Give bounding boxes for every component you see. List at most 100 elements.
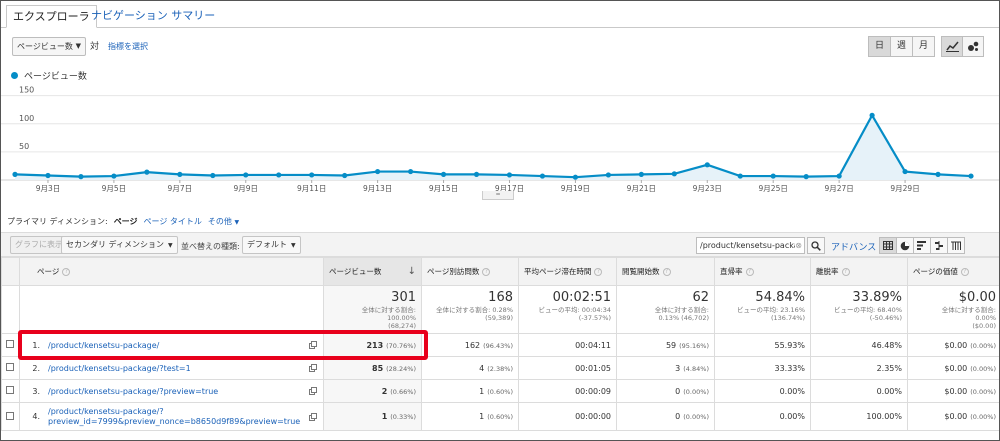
data-point [375, 168, 381, 175]
view-performance-button[interactable] [913, 237, 931, 254]
external-link-icon[interactable] [309, 412, 317, 421]
metric-select[interactable]: ページビュー数 ▼ [12, 37, 86, 56]
external-link-icon[interactable] [309, 387, 317, 395]
x-tick-label: 9月21日 [627, 184, 656, 193]
cell-unique-pageviews: 162 (96.43%) [421, 333, 519, 357]
summary-note: 全体に対する割合: [941, 306, 996, 314]
tab-navigation-summary[interactable]: ナビゲーション サマリー [91, 9, 216, 22]
dimension-other[interactable]: その他 ▼ [208, 216, 239, 227]
cell-percent: (0.00%) [970, 413, 996, 421]
cell-entrances: 0 (0.00%) [616, 379, 715, 403]
help-icon[interactable]: ? [841, 268, 850, 276]
page-link[interactable]: /product/kensetsu-package/ [48, 340, 160, 350]
data-point [539, 173, 546, 179]
header-bounce-rate[interactable]: 直帰率? [714, 257, 811, 286]
cell-value: 162 [464, 340, 481, 350]
summary-bounce-rate: 54.84% ビューの平均: 23.16% (136.74%) [714, 285, 811, 334]
advanced-filter-link[interactable]: アドバンス [831, 243, 877, 253]
clear-icon[interactable]: ⊗ [795, 238, 802, 253]
cell-value: 55.93% [774, 340, 805, 350]
cell-avg-time: 00:00:00 [518, 402, 617, 431]
cell-value: 59 [665, 340, 677, 350]
data-point [407, 168, 414, 175]
data-point [243, 172, 249, 178]
sort-type-select[interactable]: デフォルト ▼ [242, 236, 301, 254]
external-link-icon[interactable] [309, 341, 317, 349]
series-line [14, 113, 972, 179]
data-point [144, 169, 150, 175]
header-entrances[interactable]: 閲覧開始数? [616, 257, 715, 286]
header-unique-pageviews[interactable]: ページ別訪問数? [421, 257, 519, 286]
page-link[interactable]: /product/kensetsu-package/?preview=true [48, 386, 219, 396]
header-avg-time-label: 平均ページ滞在時間 [524, 267, 592, 276]
row-checkbox[interactable] [6, 386, 14, 394]
row-checkbox[interactable] [6, 411, 14, 420]
secondary-dimension-select[interactable]: セカンダリ ディメンション ▼ [61, 236, 178, 254]
cell-page-value: $0.00 (0.00%) [907, 402, 999, 431]
x-tick-label: 9月15日 [429, 184, 458, 193]
header-avg-time[interactable]: 平均ページ滞在時間? [518, 257, 617, 286]
cell-value: 00:01:05 [575, 363, 611, 373]
view-data-button[interactable] [879, 237, 897, 254]
view-percentage-button[interactable] [896, 237, 914, 254]
header-exit-rate[interactable]: 離脱率? [810, 257, 908, 286]
row-checkbox[interactable] [6, 363, 14, 371]
cell-percent: (0.00%) [970, 341, 996, 350]
y-tick-label: 50 [19, 142, 29, 151]
page-link[interactable]: /product/kensetsu-package/?preview_id=79… [48, 406, 301, 426]
period-month-button[interactable]: 月 [912, 36, 935, 57]
cell-value: 46.48% [871, 340, 902, 350]
plot-rows-button[interactable]: グラフに表示 [10, 236, 68, 254]
period-week-button[interactable]: 週 [890, 36, 913, 57]
pie-icon [900, 241, 910, 250]
legend-dot [11, 72, 18, 79]
chart-legend: ページビュー数 [11, 69, 87, 82]
header-page-value-label: ページの価値 [913, 267, 958, 276]
header-pageviews[interactable]: ページビュー数 ↓ [323, 257, 422, 286]
data-point [803, 174, 809, 180]
pick-metric-link[interactable]: 指標を選択 [108, 42, 148, 51]
header-page-value[interactable]: ページの価値? [907, 257, 999, 286]
line-chart-button[interactable] [941, 36, 963, 57]
tab-explorer[interactable]: エクスプローラ [6, 5, 97, 28]
chart-resize-handle[interactable]: ═ [482, 191, 514, 200]
cell-value: 213 [366, 340, 384, 350]
external-link-icon[interactable] [309, 364, 317, 372]
data-point [506, 172, 513, 178]
cell-value: $0.00 [944, 363, 968, 373]
motion-chart-button[interactable] [962, 36, 984, 57]
cell-pageviews: 85 (28.24%) [323, 356, 422, 380]
view-pivot-button[interactable] [947, 237, 965, 254]
help-icon[interactable]: ? [960, 268, 969, 276]
cell-entrances: 3 (4.84%) [616, 356, 715, 380]
primary-dimension-row: プライマリ ディメンション: ページ ページ タイトル その他 ▼ [7, 216, 239, 227]
dimension-page-title[interactable]: ページ タイトル [143, 217, 202, 226]
cell-percent: (70.76%) [386, 341, 416, 350]
summary-exit-rate: 33.89% ビューの平均: 68.40% (-50.46%) [810, 285, 908, 334]
help-icon[interactable]: ? [745, 268, 754, 276]
search-button[interactable] [807, 237, 825, 254]
help-icon[interactable]: ? [62, 268, 71, 276]
period-day-button[interactable]: 日 [868, 36, 891, 57]
cell-exit-rate: 0.00% [810, 379, 908, 403]
summary-value: 54.84% [755, 290, 805, 305]
view-comparison-button[interactable] [930, 237, 948, 254]
help-icon[interactable]: ? [594, 268, 603, 276]
page-cell: 2. /product/kensetsu-package/?test=1 [19, 356, 324, 380]
summary-note: ($0.00) [972, 322, 996, 330]
page-cell: 4. /product/kensetsu-package/?preview_id=… [19, 402, 324, 431]
row-checkbox-cell [1, 333, 20, 357]
data-point [342, 172, 348, 179]
header-page[interactable]: ページ? [19, 257, 324, 286]
data-point [770, 173, 776, 179]
bar-list-icon [917, 241, 926, 250]
help-icon[interactable]: ? [482, 268, 491, 276]
page-link[interactable]: /product/kensetsu-package/?test=1 [48, 363, 191, 373]
vs-label: 対 [90, 42, 100, 52]
table-search-input[interactable]: /product/kensetsu-packa ⊗ [696, 237, 805, 254]
help-icon[interactable]: ? [662, 268, 671, 276]
row-checkbox[interactable] [6, 340, 14, 348]
cell-bounce-rate: 0.00% [714, 402, 811, 431]
summary-note: 0.13% (46,702) [658, 314, 709, 322]
cell-value: 00:00:00 [575, 412, 611, 421]
